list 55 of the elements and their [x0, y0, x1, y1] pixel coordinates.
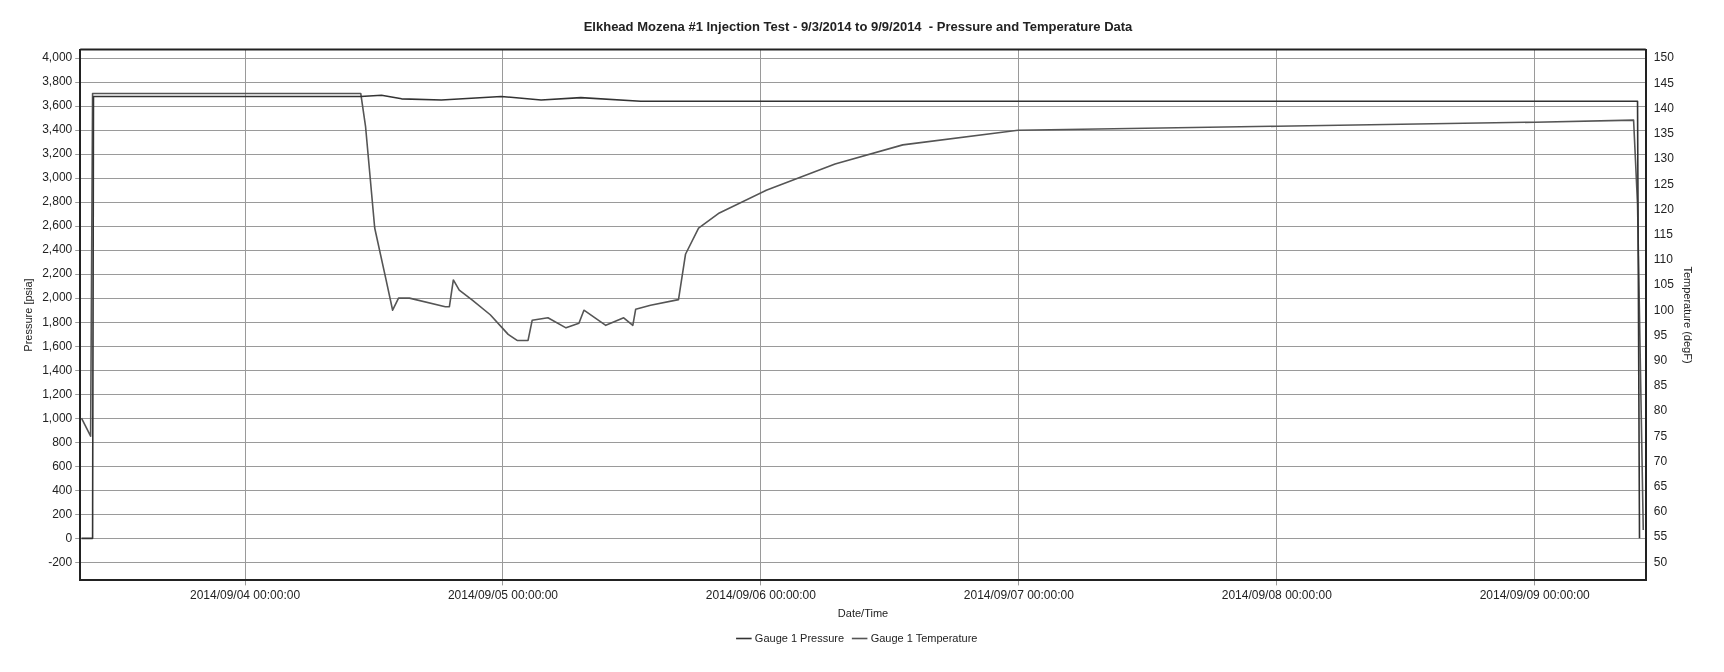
y-tick-label: 1,400	[42, 362, 73, 377]
y-tick-label: 1,800	[42, 314, 73, 329]
y2-tick-label: 115	[1653, 226, 1674, 241]
y2-tick-label: 90	[1653, 352, 1668, 367]
y-tick-label: 1,200	[42, 386, 73, 401]
y-tick-label: 800	[52, 434, 73, 449]
y2-tick-label: 145	[1653, 75, 1675, 90]
y-tick-label: 3,800	[42, 74, 73, 89]
y-tick-label: 2,600	[42, 218, 73, 233]
y2-tick-label: 150	[1653, 50, 1675, 65]
x-tick-label: 2014/09/08 00:00:00	[1221, 587, 1333, 602]
x-tick-label: 2014/09/06 00:00:00	[705, 587, 817, 602]
y2-tick-label: 80	[1653, 403, 1668, 418]
x-axis-title: Date/Time	[837, 607, 889, 620]
y2-tick-label: 50	[1653, 554, 1668, 569]
y2-tick-label: 65	[1653, 478, 1668, 493]
y2-tick-label: 105	[1653, 277, 1675, 292]
chart-title: Elkhead Mozena #1 Injection Test - 9/3/2014 to 9/9/2014 - Pressure and Temperature Data	[583, 19, 1134, 35]
y-tick-label: 2,800	[42, 194, 73, 209]
y2-tick-label: 75	[1653, 428, 1668, 443]
y2-tick-label: 135	[1653, 126, 1675, 141]
y2-tick-label: 55	[1653, 529, 1668, 544]
y2-tick-label: 130	[1653, 151, 1675, 166]
legend-label: Gauge 1 Pressure	[754, 631, 845, 644]
y2-tick-label: 140	[1653, 100, 1675, 115]
y-tick-label: 400	[52, 482, 73, 497]
y-tick-label: 3,400	[42, 122, 73, 137]
y-tick-label: 2,000	[42, 290, 73, 305]
y2-tick-label: 85	[1653, 378, 1668, 393]
y2-tick-label: 125	[1653, 176, 1675, 191]
y-tick-label: 1,000	[42, 410, 73, 425]
y-tick-label: 0	[65, 530, 73, 545]
x-tick-label: 2014/09/04 00:00:00	[189, 587, 301, 602]
y-tick-label: 600	[52, 458, 73, 473]
y2-tick-label: 110	[1653, 252, 1674, 267]
y2-tick-label: 70	[1653, 453, 1668, 468]
y-tick-label: 3,000	[42, 170, 73, 185]
y-axis-title: Pressure [psia]	[21, 278, 34, 352]
y-tick-label: 3,600	[42, 98, 73, 113]
legend-label: Gauge 1 Temperature	[870, 631, 978, 644]
y-tick-label: -200	[48, 554, 73, 569]
y-tick-label: 2,200	[42, 266, 73, 281]
y-tick-label: 1,600	[42, 338, 73, 353]
y2-tick-label: 95	[1653, 327, 1668, 342]
y-tick-label: 4,000	[42, 50, 73, 65]
y2-axis-title: Temperature (degF)	[1682, 266, 1695, 364]
y-tick-label: 200	[52, 506, 73, 521]
y-tick-label: 2,400	[42, 242, 73, 257]
x-tick-label: 2014/09/09 00:00:00	[1479, 587, 1591, 602]
x-tick-label: 2014/09/07 00:00:00	[963, 587, 1075, 602]
y2-tick-label: 100	[1653, 302, 1675, 317]
x-tick-label: 2014/09/05 00:00:00	[447, 587, 559, 602]
y2-tick-label: 60	[1653, 504, 1668, 519]
y-tick-label: 3,200	[42, 146, 73, 161]
y2-tick-label: 120	[1653, 201, 1675, 216]
